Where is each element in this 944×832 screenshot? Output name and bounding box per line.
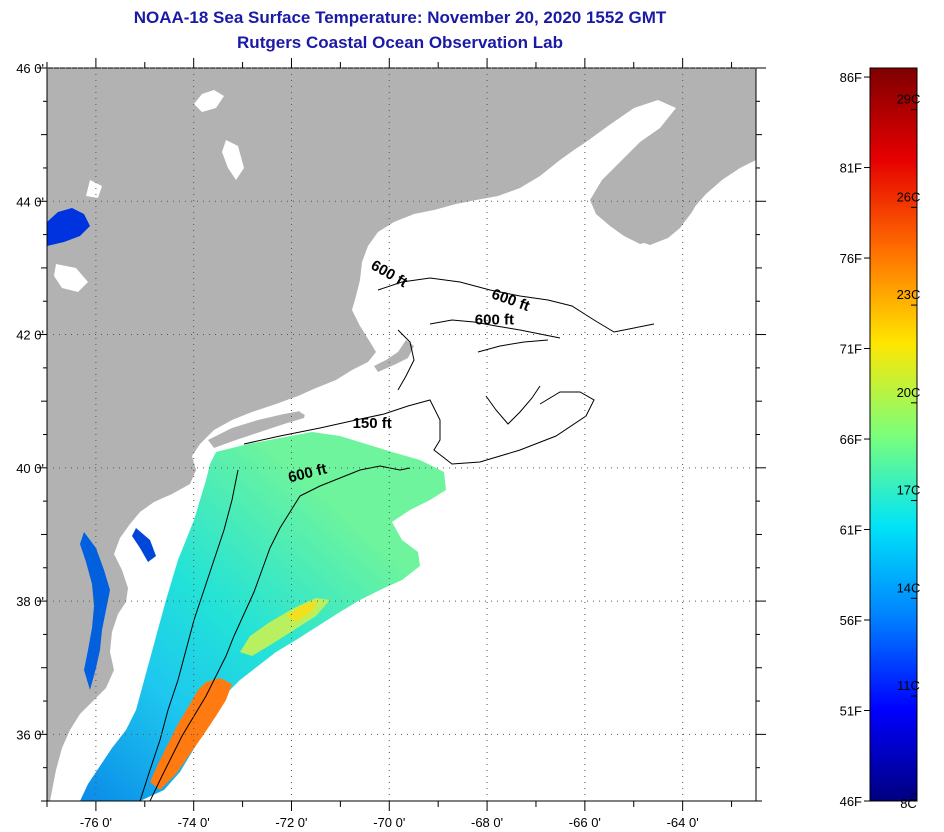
contour-shelf-inner xyxy=(139,469,239,801)
map-layers xyxy=(47,68,756,801)
land-nova-scotia xyxy=(596,136,756,244)
latitude-labels: 46 0' 44 0' 42 0' 40 0' 38 0' 36 0' xyxy=(16,61,44,742)
contour-gulf-of-maine xyxy=(377,277,655,425)
longitude-label: -70 0' xyxy=(373,815,405,830)
land-mainland xyxy=(47,68,756,801)
colorbar-label-fahrenheit: 76F xyxy=(840,251,862,266)
land-long-island xyxy=(208,410,306,448)
inland-cloud-1 xyxy=(194,90,224,112)
contour-label: 150 ft xyxy=(353,415,392,432)
colorbar-label-fahrenheit: 66F xyxy=(840,432,862,447)
colorbar-label-celsius: 20C xyxy=(897,385,921,400)
longitude-label: -72 0' xyxy=(275,815,307,830)
contour-label: 600 ft xyxy=(475,312,514,329)
map-subtitle: Rutgers Coastal Ocean Observation Lab xyxy=(237,33,563,52)
colorbar-label-celsius: 17C xyxy=(897,483,921,498)
delaware-bay xyxy=(132,528,156,562)
latitude-label: 44 0' xyxy=(16,194,44,209)
longitude-label: -74 0' xyxy=(178,815,210,830)
colorbar-label-fahrenheit: 56F xyxy=(840,613,862,628)
lake-ontario xyxy=(47,208,90,246)
colorbar-label-celsius: 23C xyxy=(897,287,921,302)
colorbar-label-celsius: 29C xyxy=(897,92,921,107)
contour-150ft xyxy=(243,391,595,465)
land-cape-cod xyxy=(374,340,414,372)
inland-cloud-3 xyxy=(54,264,88,292)
colorbar-label-fahrenheit: 46F xyxy=(840,794,862,809)
colorbar-label-fahrenheit: 51F xyxy=(840,704,862,719)
cloud-cover-gulf-of-maine xyxy=(296,300,756,801)
longitude-label: -64 0' xyxy=(667,815,699,830)
colorbar-label-celsius: 26C xyxy=(897,189,921,204)
map-title: NOAA-18 Sea Surface Temperature: Novembe… xyxy=(133,8,667,27)
colorbar-label-fahrenheit: 71F xyxy=(840,342,862,357)
colorbar-label-celsius: 8C xyxy=(900,796,917,811)
gulf-stream-yellow-band xyxy=(286,600,318,622)
latitude-label: 42 0' xyxy=(16,328,44,343)
axis-ticks xyxy=(37,58,766,811)
longitude-label: -76 0' xyxy=(80,815,112,830)
colorbar xyxy=(869,67,918,802)
contour-600ft-shelf-break xyxy=(149,465,411,801)
longitude-label: -66 0' xyxy=(569,815,601,830)
sst-shelf-water xyxy=(80,432,446,801)
colorbar-label-fahrenheit: 86F xyxy=(840,70,862,85)
latitude-label: 36 0' xyxy=(16,727,44,742)
latitude-label: 46 0' xyxy=(16,61,44,76)
inland-cloud-2 xyxy=(222,140,244,180)
colorbar-label-fahrenheit: 81F xyxy=(840,161,862,176)
chesapeake-bay xyxy=(80,532,110,690)
colorbar-label-celsius: 11C xyxy=(897,678,920,693)
longitude-label: -68 0' xyxy=(471,815,503,830)
colorbar-labels: 86F 81F 76F 71F 66F 61F 56F 51F 46F 29C 26C 23C 20C 1… xyxy=(840,70,921,811)
longitude-labels: -76 0' -74 0' -72 0' -70 0' -68 0' -66 0' -64 … xyxy=(80,815,699,830)
colorbar-label-celsius: 14C xyxy=(897,580,921,595)
inland-cloud-4 xyxy=(86,180,102,198)
colorbar-label-fahrenheit: 61F xyxy=(840,523,862,538)
latitude-label: 40 0' xyxy=(16,461,44,476)
latitude-label: 38 0' xyxy=(16,594,44,609)
graticule xyxy=(47,67,756,801)
